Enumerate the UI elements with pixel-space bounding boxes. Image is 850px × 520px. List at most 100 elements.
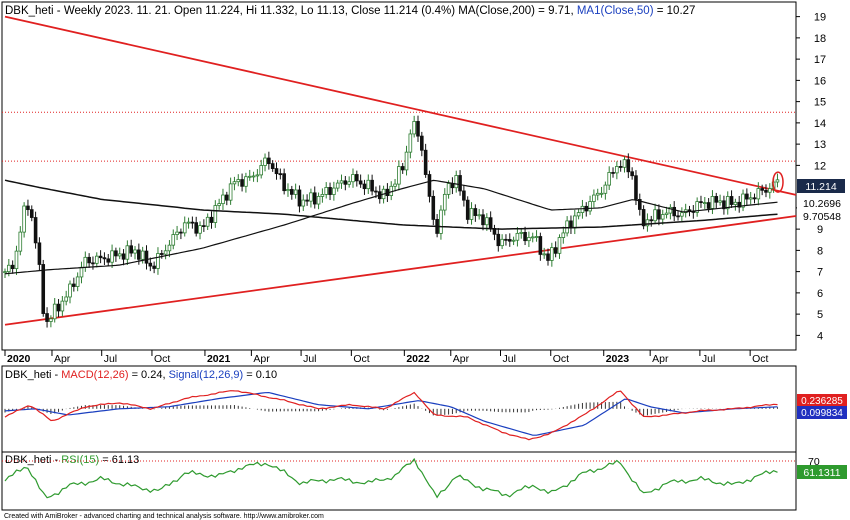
candle [351, 168, 355, 188]
ma50-line [4, 179, 778, 275]
candle-body [775, 179, 780, 183]
candle [714, 192, 719, 209]
trendline-2 [4, 215, 797, 326]
candle [622, 156, 627, 173]
candle [775, 173, 780, 188]
candle [741, 189, 745, 212]
candle-body [26, 205, 30, 211]
candle-body [672, 206, 677, 217]
candle-body [588, 201, 592, 212]
candle-body [603, 184, 608, 194]
candle [603, 181, 608, 200]
candle [209, 211, 214, 229]
candle [699, 195, 703, 208]
candle [416, 115, 420, 142]
candle [247, 169, 252, 181]
candle-body [408, 133, 413, 153]
candle-body [305, 199, 309, 202]
candle-body [33, 217, 38, 244]
candle-body [523, 232, 527, 242]
price-header-ma-value: = 10.27 [654, 5, 696, 17]
candle [519, 227, 524, 239]
candle-body [3, 271, 7, 274]
candle [52, 298, 57, 323]
candle [290, 185, 294, 200]
y-tick-label: 7 [817, 267, 823, 279]
candle-body [462, 190, 466, 201]
candle [167, 240, 172, 258]
candle-body [163, 250, 168, 255]
x-tick-label: Apr [253, 353, 270, 365]
candle [117, 247, 122, 260]
x-tick-label: Apr [453, 353, 470, 365]
candle-body [741, 193, 745, 208]
candle [182, 216, 187, 237]
candle-body [10, 264, 15, 270]
candle [179, 228, 183, 240]
candle-body [355, 174, 359, 182]
candle-body [282, 173, 286, 192]
candle [538, 232, 543, 261]
candle [660, 209, 665, 225]
candle [722, 195, 726, 215]
candle-body [496, 233, 501, 247]
candle-body [251, 175, 256, 178]
candle-body [557, 237, 562, 254]
candle [324, 182, 329, 199]
candle [546, 248, 550, 266]
candle-body [634, 175, 638, 200]
candle-body [660, 214, 665, 220]
candle-body [615, 166, 619, 174]
candle [400, 162, 405, 174]
candle-body [400, 166, 405, 171]
candle-body [14, 250, 19, 270]
candle-body [312, 192, 317, 205]
candle-body [706, 202, 711, 209]
candle-body [477, 214, 481, 217]
candle-body [286, 189, 290, 192]
ma200-badge-text: 9.70548 [803, 211, 841, 223]
candle-body [637, 199, 642, 210]
candle [527, 231, 531, 248]
candle [710, 190, 715, 215]
footer-credit: Created with AmiBroker - advanced charti… [4, 513, 324, 520]
candle-body [202, 225, 206, 228]
candle [41, 259, 46, 317]
candle [114, 247, 118, 262]
candle-body [473, 208, 478, 216]
candle [293, 183, 298, 199]
candle [496, 228, 501, 252]
candle [523, 226, 527, 246]
x-tick-label: Oct [553, 353, 569, 365]
candle-body [653, 209, 657, 222]
candle-body [565, 220, 569, 234]
candle [144, 245, 149, 270]
candle [504, 234, 508, 246]
candle-body [244, 176, 248, 187]
candle-body [213, 205, 218, 223]
candle-body [733, 201, 738, 205]
candle-body [649, 219, 654, 222]
candle-body [209, 216, 214, 223]
candle [412, 115, 416, 138]
candle [224, 191, 229, 206]
candle [106, 254, 111, 266]
candle-body [236, 179, 241, 183]
candle-body [49, 318, 53, 322]
signal-line [4, 391, 778, 436]
candle-body [718, 200, 722, 203]
candle [332, 181, 336, 201]
y-tick-label: 14 [814, 118, 826, 130]
candle [469, 202, 474, 225]
candle-body [186, 221, 191, 224]
candle [511, 236, 516, 246]
candle-body [309, 192, 313, 202]
candle [630, 167, 634, 180]
y-tick-label: 12 [814, 160, 826, 172]
candle-body [171, 234, 176, 246]
candle [355, 170, 359, 187]
candle [408, 129, 413, 159]
candle [366, 174, 371, 195]
candle [198, 221, 202, 240]
